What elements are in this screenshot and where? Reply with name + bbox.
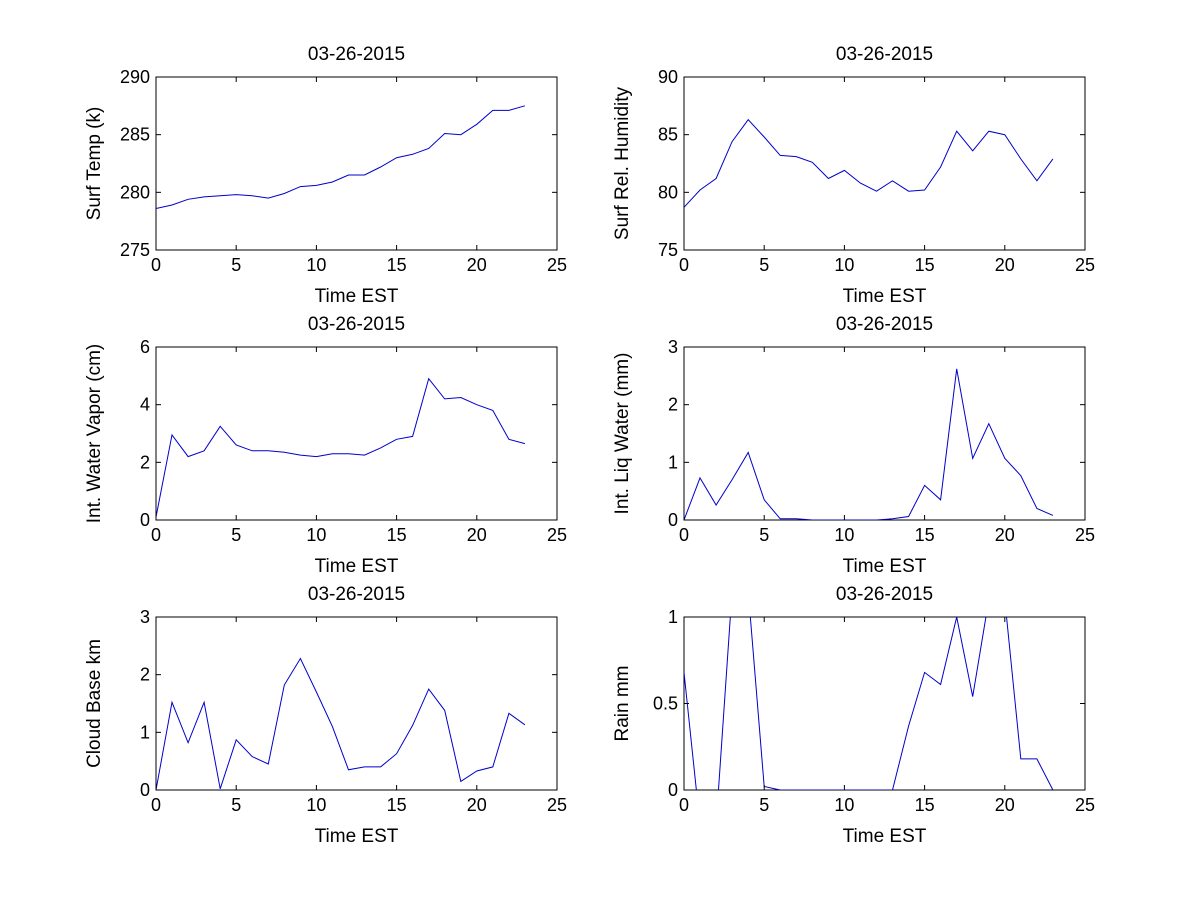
x-axis-label: Time EST (315, 556, 399, 577)
x-tick-label: 5 (759, 525, 769, 545)
y-tick-label: 0 (140, 780, 150, 800)
plot-area (155, 616, 558, 791)
series-line (684, 118, 1054, 208)
y-tick-label: 90 (658, 67, 678, 87)
x-tick-label: 20 (995, 255, 1015, 275)
x-tick-label: 0 (151, 795, 161, 815)
x-tick-label: 25 (1075, 255, 1095, 275)
x-tick-label: 0 (679, 255, 689, 275)
y-tick-label: 0 (668, 780, 678, 800)
y-axis-label: Int. Water Vapor (cm) (84, 344, 105, 523)
x-tick-label: 25 (547, 525, 567, 545)
plot-title: 03-26-2015 (308, 44, 405, 65)
y-axis-label: Surf Temp (k) (84, 107, 105, 221)
x-tick-label: 10 (834, 525, 854, 545)
series-line (156, 657, 526, 790)
series-line (156, 377, 526, 518)
x-tick-label: 15 (915, 255, 935, 275)
x-axis-label: Time EST (843, 556, 927, 577)
plot-area (683, 346, 1086, 521)
x-tick-label: 20 (467, 795, 487, 815)
y-tick-label: 2 (668, 395, 678, 415)
x-tick-label: 5 (759, 255, 769, 275)
x-axis-label: Time EST (315, 286, 399, 307)
x-tick-label: 15 (915, 795, 935, 815)
x-tick-label: 15 (387, 525, 407, 545)
y-tick-label: 2 (140, 665, 150, 685)
x-tick-label: 5 (231, 525, 241, 545)
x-axis-label: Time EST (843, 826, 927, 847)
plot-title: 03-26-2015 (308, 584, 405, 605)
x-tick-label: 15 (387, 255, 407, 275)
x-tick-label: 25 (1075, 795, 1095, 815)
x-tick-label: 25 (1075, 525, 1095, 545)
x-tick-label: 25 (547, 255, 567, 275)
x-tick-label: 0 (679, 525, 689, 545)
x-tick-label: 25 (547, 795, 567, 815)
series-line (684, 368, 1054, 520)
y-tick-label: 1 (668, 607, 678, 627)
y-tick-label: 85 (658, 125, 678, 145)
x-tick-label: 10 (306, 525, 326, 545)
x-tick-label: 10 (834, 255, 854, 275)
y-axis-label: Cloud Base km (84, 639, 105, 768)
y-axis-label: Rain mm (612, 665, 633, 741)
y-tick-label: 285 (120, 125, 150, 145)
x-tick-label: 5 (759, 795, 769, 815)
plot-title: 03-26-2015 (308, 314, 405, 335)
x-tick-label: 5 (231, 255, 241, 275)
y-tick-label: 3 (668, 337, 678, 357)
y-tick-label: 290 (120, 67, 150, 87)
y-tick-label: 80 (658, 182, 678, 202)
plot-area (155, 76, 558, 251)
x-tick-label: 0 (151, 255, 161, 275)
x-tick-label: 20 (467, 525, 487, 545)
x-tick-label: 10 (306, 255, 326, 275)
subplot-1: 0 5 10 15 20 25 275 280 285 290 03-26-2015 Time EST… (84, 44, 567, 307)
x-tick-label: 5 (231, 795, 241, 815)
plot-title: 03-26-2015 (836, 314, 933, 335)
y-tick-label: 0.5 (653, 694, 678, 714)
y-tick-label: 1 (140, 722, 150, 742)
y-tick-label: 280 (120, 182, 150, 202)
y-tick-label: 3 (140, 607, 150, 627)
y-tick-label: 6 (140, 337, 150, 357)
y-tick-label: 4 (140, 395, 150, 415)
plot-area (683, 76, 1086, 251)
y-tick-label: 275 (120, 240, 150, 260)
x-tick-label: 10 (306, 795, 326, 815)
x-tick-label: 20 (467, 255, 487, 275)
x-axis-label: Time EST (315, 826, 399, 847)
plot-title: 03-26-2015 (836, 584, 933, 605)
subplot-3: 0 5 10 15 20 25 0 2 4 6 03-26-2015 Time EST Int. Wat… (84, 314, 567, 577)
y-tick-label: 1 (668, 452, 678, 472)
plot-area (155, 346, 558, 521)
subplot-5: 0 5 10 15 20 25 0 1 2 3 03-26-2015 Time EST Cloud Ba… (84, 584, 567, 847)
y-tick-label: 0 (668, 510, 678, 530)
x-tick-label: 20 (995, 525, 1015, 545)
x-axis-label: Time EST (843, 286, 927, 307)
y-tick-label: 2 (140, 452, 150, 472)
x-tick-label: 0 (151, 525, 161, 545)
plot-title: 03-26-2015 (836, 44, 933, 65)
y-tick-label: 75 (658, 240, 678, 260)
x-tick-label: 15 (915, 525, 935, 545)
x-tick-label: 10 (834, 795, 854, 815)
series-line (156, 105, 526, 209)
x-tick-label: 15 (387, 795, 407, 815)
y-axis-label: Surf Rel. Humidity (612, 86, 633, 240)
subplot-6: 0 5 10 15 20 25 0 0.5 1 03-26-2015 Time EST Rain mm (612, 584, 1095, 847)
y-tick-label: 0 (140, 510, 150, 530)
x-tick-label: 20 (995, 795, 1015, 815)
x-tick-label: 0 (679, 795, 689, 815)
subplot-2: 0 5 10 15 20 25 75 80 85 90 03-26-2015 Time EST Surf… (612, 44, 1095, 307)
y-axis-label: Int. Liq Water (mm) (612, 353, 633, 515)
plot-area (683, 616, 1086, 791)
subplot-4: 0 5 10 15 20 25 0 1 2 3 03-26-2015 Time EST Int. Liq… (612, 314, 1095, 577)
